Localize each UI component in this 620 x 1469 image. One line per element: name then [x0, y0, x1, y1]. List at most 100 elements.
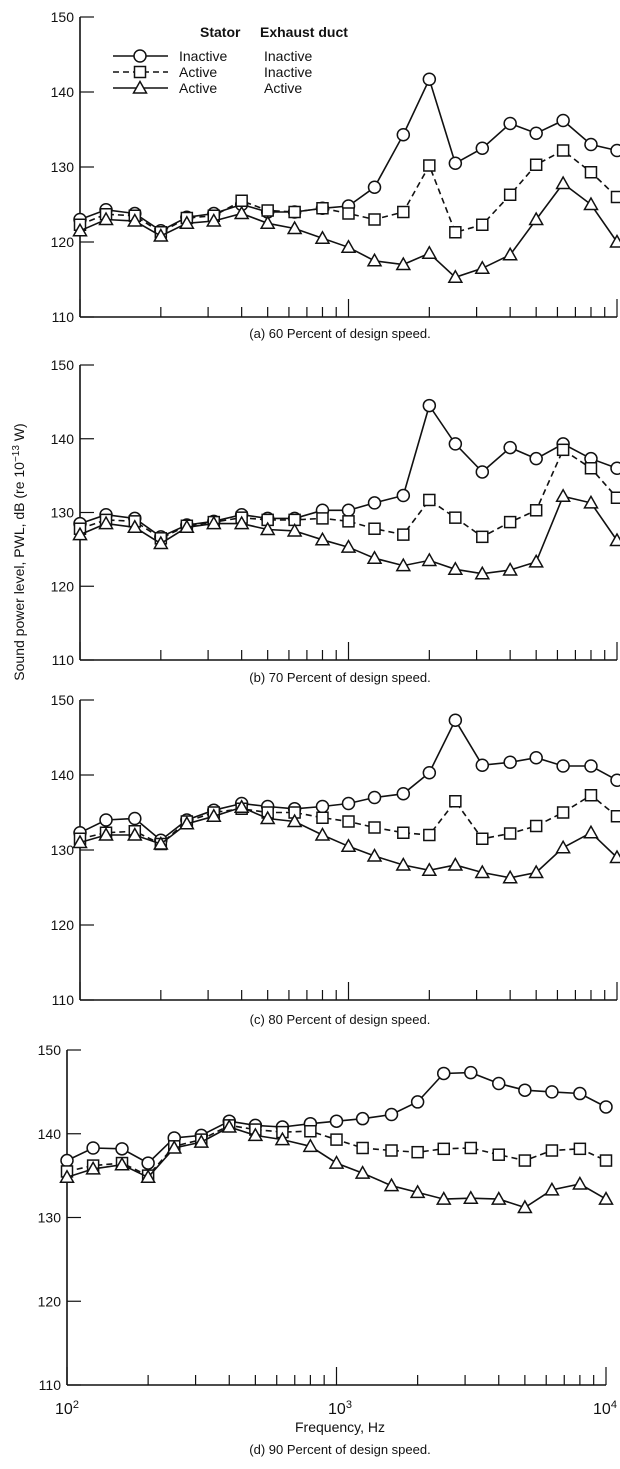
point-a-circle-21	[610, 143, 620, 158]
x-tick-exp-1000: 3	[346, 1399, 352, 1411]
point-c-triangle-20	[583, 824, 599, 839]
point-b-circle-15	[448, 437, 463, 451]
point-a-square-21	[610, 190, 620, 204]
point-c-triangle-9	[286, 813, 303, 828]
point-d-circle-18	[518, 1083, 532, 1097]
caption-c: (c) 80 Percent of design speed.	[250, 1012, 431, 1027]
legend-row-2: Active Inactive	[113, 64, 312, 80]
point-c-circle-21	[610, 773, 620, 787]
point-d-circle-13	[384, 1107, 399, 1122]
legend-exhaust-2: Inactive	[264, 64, 312, 80]
point-b-square-14	[423, 493, 436, 507]
point-b-triangle-15	[447, 561, 464, 576]
point-a-triangle-1	[72, 222, 88, 237]
point-d-triangle-16	[463, 1190, 479, 1204]
point-a-triangle-7	[233, 205, 250, 220]
point-b-square-15	[449, 511, 462, 524]
point-a-square-14	[423, 159, 436, 172]
point-a-circle-13	[396, 128, 411, 142]
point-b-circle-14	[422, 398, 437, 413]
y-tick-label-d-150: 150	[38, 1042, 62, 1058]
panels: 110 120 130 140 150 (a) 60 Percent of design …	[38, 9, 620, 1457]
point-d-triangle-12	[354, 1165, 371, 1179]
point-a-circle-14	[422, 72, 437, 86]
y-tick-label-c-140: 140	[51, 767, 75, 783]
point-c-triangle-12	[366, 847, 383, 862]
point-c-circle-20	[584, 759, 598, 773]
point-d-circle-3	[115, 1142, 129, 1156]
point-a-triangle-9	[286, 220, 303, 235]
x-tick-base-1000: 10	[328, 1401, 346, 1418]
y-tick-label-b-120: 120	[51, 578, 75, 594]
point-a-triangle-6	[206, 212, 222, 227]
point-d-triangle-14	[409, 1184, 426, 1199]
point-b-circle-16	[475, 465, 490, 479]
point-b-square-17	[503, 515, 517, 529]
point-a-square-16	[476, 218, 489, 231]
point-d-triangle-17	[490, 1191, 507, 1205]
point-a-square-20	[584, 166, 598, 179]
y-tick-label-a-110: 110	[52, 309, 75, 325]
point-a-triangle-12	[366, 252, 383, 267]
point-c-square-17	[503, 827, 517, 840]
y-tick-label-c-110: 110	[52, 992, 75, 1008]
panel-c: 110 120 130 140 150 (c) 80 Percent of design …	[51, 692, 620, 1027]
point-c-circle-12	[367, 790, 382, 805]
legend-marker-square	[133, 65, 147, 79]
legend-header-exhaust: Exhaust duct	[260, 24, 348, 40]
point-b-triangle-9	[286, 522, 303, 537]
y-axis-label-main: Sound power level, PWL, dB (re 10	[11, 462, 27, 681]
y-axis-label-exponent: −13	[11, 445, 22, 462]
point-d-square-13	[385, 1144, 398, 1157]
y-tick-label-b-140: 140	[51, 431, 75, 447]
point-c-circle-19	[556, 759, 570, 773]
y-tick-label-c-120: 120	[51, 917, 75, 933]
point-d-square-17	[492, 1148, 506, 1161]
point-b-square-20	[584, 462, 598, 475]
point-d-triangle-9	[274, 1131, 291, 1146]
point-d-triangle-8	[247, 1127, 264, 1142]
series-active-active-a	[72, 175, 620, 283]
point-c-square-11	[342, 815, 355, 828]
point-d-triangle-5	[166, 1139, 183, 1154]
point-a-circle-19	[556, 113, 570, 128]
point-b-circle-13	[396, 488, 411, 503]
point-d-square-16	[464, 1141, 478, 1155]
x-axis-label: Frequency, Hz	[295, 1419, 385, 1435]
point-c-circle-10	[315, 799, 330, 814]
point-b-triangle-2	[98, 515, 114, 530]
legend-stator-3: Active	[179, 80, 217, 96]
point-b-triangle-4	[153, 535, 169, 550]
point-d-triangle-6	[193, 1134, 210, 1148]
point-b-triangle-3	[127, 519, 143, 533]
point-c-circle-2	[99, 813, 113, 827]
point-b-circle-17	[503, 440, 517, 455]
point-b-circle-18	[529, 451, 543, 466]
point-c-triangle-2	[98, 826, 114, 841]
x-tick-base-10000: 10	[593, 1401, 611, 1418]
point-d-circle-20	[573, 1086, 587, 1101]
point-a-triangle-13	[395, 256, 412, 271]
series-inactive-inactive-d	[60, 1065, 613, 1170]
point-b-square-10	[316, 512, 329, 525]
point-d-triangle-2	[85, 1160, 101, 1175]
point-b-triangle-14	[421, 552, 438, 567]
point-a-triangle-3	[127, 212, 143, 227]
point-c-square-18	[529, 819, 543, 833]
point-a-triangle-18	[528, 211, 544, 226]
y-tick-label-a-120: 120	[51, 234, 75, 250]
legend-marker-triangle	[132, 79, 148, 94]
point-a-circle-15	[448, 156, 463, 170]
point-a-triangle-2	[98, 211, 114, 226]
point-b-square-13	[397, 528, 410, 541]
series-active-active-d	[59, 1119, 614, 1214]
point-a-triangle-8	[259, 215, 276, 229]
point-d-circle-17	[492, 1076, 506, 1091]
point-a-triangle-16	[474, 260, 491, 274]
point-b-triangle-11	[340, 539, 357, 553]
point-c-triangle-17	[502, 869, 518, 884]
point-b-square-16	[476, 530, 489, 544]
point-a-square-15	[449, 226, 462, 239]
